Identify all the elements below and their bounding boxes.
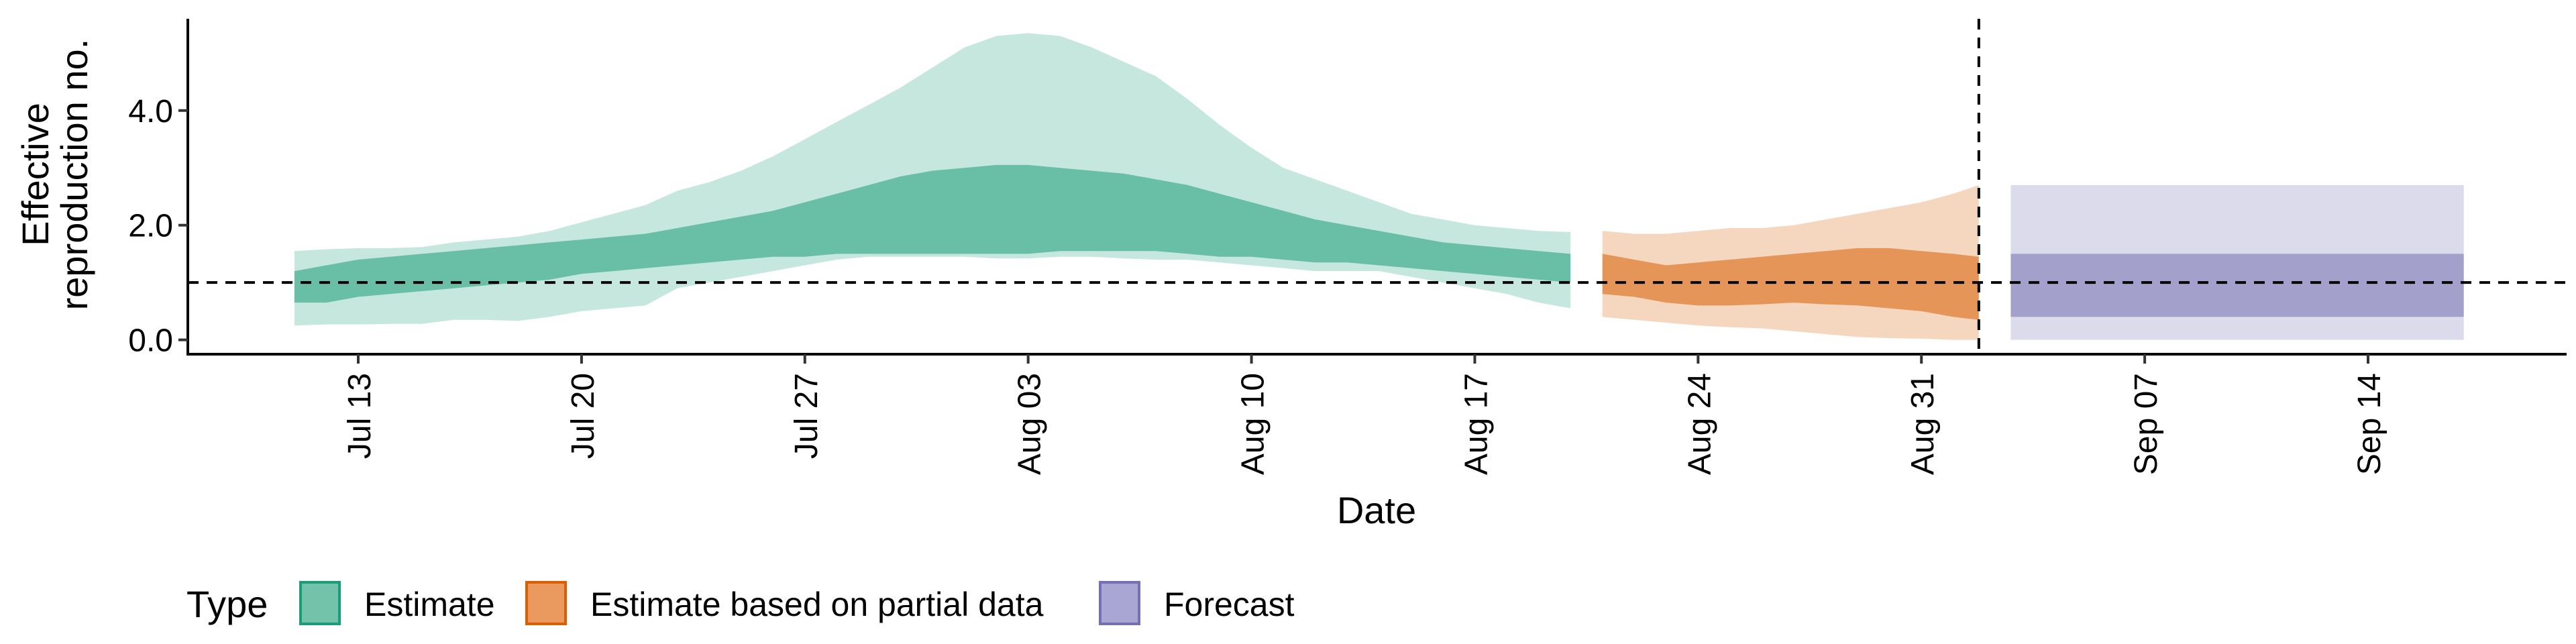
reference-lines: [188, 19, 2567, 354]
ribbon-inner-estimate: [294, 164, 1571, 303]
x-tick-label: Jul 20: [566, 373, 601, 459]
x-tick-label: Aug 24: [1682, 373, 1717, 475]
y-axis-label-line-2: reproduction no.: [53, 39, 95, 311]
legend-label-partial: Estimate based on partial data: [590, 586, 1044, 623]
x-tick-label: Sep 07: [2129, 373, 2164, 475]
legend-key-forecast: [1099, 581, 1140, 625]
x-tick-label: Aug 03: [1012, 373, 1048, 475]
legend-key-estimate: [299, 581, 341, 625]
legend-key-partial: [525, 581, 567, 625]
legend-label-forecast: Forecast: [1164, 586, 1295, 623]
y-axis-label: Effective reproduction no.: [14, 39, 95, 311]
x-tick-label: Aug 17: [1458, 373, 1494, 475]
x-tick-label: Aug 10: [1236, 373, 1271, 475]
legend-label-estimate: Estimate: [364, 586, 495, 623]
x-tick-label: Aug 31: [1905, 373, 1941, 475]
legend-title: Type: [186, 583, 268, 625]
ribbons: [294, 33, 2464, 340]
y-tick-label: 2.0: [128, 209, 173, 244]
y-tick-label: 0.0: [128, 323, 173, 359]
x-axis-label: Date: [1337, 489, 1416, 531]
ribbon-inner-estimate-based-on-partial-data: [1602, 248, 1979, 320]
y-ticks: 0.0 2.0 4.0: [128, 94, 188, 359]
ribbon-inner-forecast: [2010, 254, 2464, 317]
y-axis-label-line-1: Effective: [14, 103, 56, 246]
x-ticks: Jul 13 Jul 20 Jul 27 Aug 03 Aug 10 Aug 17 Aug …: [342, 354, 2387, 475]
x-tick-label: Sep 14: [2352, 373, 2387, 475]
x-tick-label: Jul 27: [789, 373, 824, 459]
legend: Type Estimate Estimate based on partial …: [186, 581, 1295, 625]
y-tick-label: 4.0: [128, 94, 173, 129]
axes: [186, 19, 2567, 356]
x-tick-label: Jul 13: [342, 373, 378, 459]
